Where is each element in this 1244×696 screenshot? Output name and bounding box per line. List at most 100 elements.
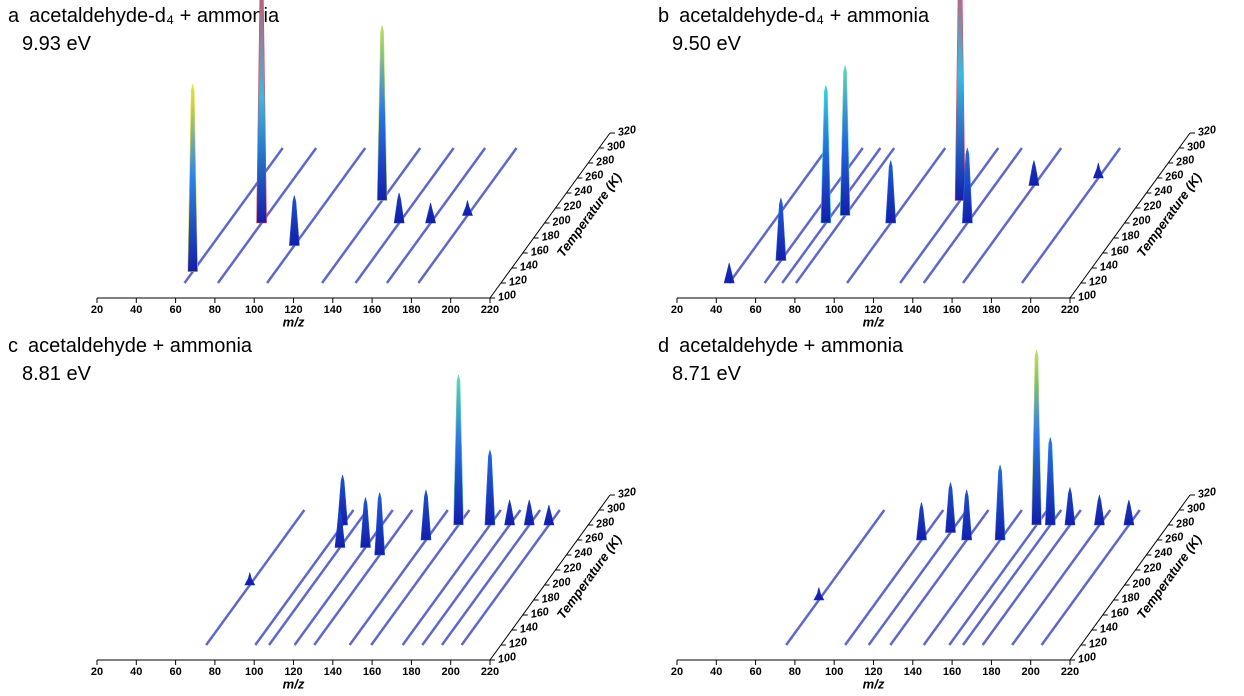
- y-tick-label: 300: [1186, 139, 1207, 154]
- ridge: [183, 147, 284, 284]
- y-tick-label: 320: [617, 486, 638, 501]
- peak: [425, 202, 436, 224]
- x-tick-label: 120: [864, 666, 882, 678]
- y-tick-label: 180: [1121, 591, 1142, 606]
- peak: [961, 489, 972, 541]
- y-tick-label: 260: [583, 531, 605, 546]
- ridge: [922, 509, 1023, 646]
- x-tick-label: 180: [402, 666, 420, 678]
- ridge: [385, 147, 487, 284]
- x-tick-label: 40: [130, 304, 142, 316]
- y-tick-label: 260: [1163, 531, 1185, 546]
- x-tick-label: 140: [904, 304, 922, 316]
- peak: [374, 492, 386, 556]
- x-tick-label: 220: [481, 304, 499, 316]
- x-tick-label: 220: [481, 666, 499, 678]
- x-tick-label: 40: [130, 666, 142, 678]
- panel-letter: b: [658, 5, 669, 27]
- ridge: [846, 147, 947, 284]
- x-tick-label: 160: [943, 666, 961, 678]
- x-tick-label: 120: [284, 666, 302, 678]
- peak: [187, 84, 199, 273]
- y-tick-label: 220: [561, 561, 583, 576]
- peak: [376, 25, 388, 201]
- x-tick-label: 60: [169, 304, 181, 316]
- panel-title: c acetaldehyde + ammonia: [8, 335, 253, 357]
- ridge: [889, 509, 990, 646]
- y-tick-label: 180: [1121, 229, 1142, 244]
- peak: [994, 464, 1006, 541]
- y-tick-label: 300: [1186, 501, 1207, 516]
- ridge: [781, 147, 882, 284]
- x-axis-label: m/z: [863, 676, 885, 691]
- peak: [723, 262, 735, 284]
- x-tick-label: 80: [209, 304, 221, 316]
- ridge: [205, 509, 306, 646]
- y-tick-label: 120: [508, 274, 529, 289]
- x-tick-label: 60: [169, 666, 181, 678]
- y-tick-label: 200: [551, 576, 573, 591]
- peak: [523, 499, 535, 526]
- ridge: [321, 147, 422, 284]
- title: acetaldehyde-d₄ + ammonia: [29, 5, 280, 27]
- peak: [813, 587, 825, 601]
- ridge: [266, 147, 367, 284]
- y-tick-label: 100: [1077, 289, 1098, 304]
- peak: [1094, 494, 1105, 526]
- y-axis: [489, 132, 611, 299]
- peak: [289, 195, 300, 246]
- y-tick-label: 180: [541, 591, 562, 606]
- x-tick-label: 200: [1022, 304, 1040, 316]
- ridge: [961, 147, 1063, 284]
- peak: [775, 197, 787, 261]
- y-tick-label: 300: [606, 501, 627, 516]
- subtitle: 8.81 eV: [22, 363, 92, 385]
- y-tick-label: 160: [1110, 244, 1131, 259]
- peak: [462, 200, 473, 216]
- panel-title: b acetaldehyde-d₄ + ammonia: [658, 5, 930, 27]
- peak: [1064, 487, 1076, 526]
- ridge: [268, 509, 369, 646]
- peak: [820, 85, 832, 224]
- ridge: [370, 509, 471, 646]
- y-tick-label: 300: [606, 139, 627, 154]
- subtitle: 8.71 eV: [672, 363, 742, 385]
- x-tick-label: 200: [442, 304, 460, 316]
- x-tick-label: 20: [91, 304, 103, 316]
- y-tick-label: 100: [497, 651, 518, 666]
- ridge: [348, 509, 449, 646]
- x-tick-label: 80: [209, 666, 221, 678]
- y-tick-label: 280: [1174, 154, 1196, 169]
- ridge: [844, 509, 945, 646]
- title: acetaldehyde + ammonia: [679, 335, 904, 357]
- y-tick-label: 280: [1174, 516, 1196, 531]
- y-tick-label: 120: [508, 636, 529, 651]
- x-tick-label: 180: [402, 304, 420, 316]
- y-tick-label: 140: [1099, 259, 1120, 274]
- x-tick-label: 60: [749, 304, 761, 316]
- peak: [453, 374, 464, 526]
- ridge: [460, 509, 561, 646]
- ridge: [440, 509, 542, 646]
- peak: [420, 489, 432, 541]
- x-tick-label: 180: [982, 304, 1000, 316]
- x-tick-label: 140: [904, 666, 922, 678]
- x-tick-label: 40: [710, 304, 722, 316]
- x-tick-label: 100: [825, 666, 843, 678]
- subtitle: 9.50 eV: [672, 33, 742, 55]
- x-tick-label: 20: [91, 666, 103, 678]
- x-tick-label: 220: [1061, 304, 1079, 316]
- y-tick-label: 100: [1077, 651, 1098, 666]
- y-tick-label: 260: [583, 169, 605, 184]
- y-tick-label: 160: [530, 606, 551, 621]
- x-tick-label: 120: [284, 304, 302, 316]
- ridge: [313, 509, 414, 646]
- ridge: [981, 509, 1082, 646]
- x-tick-label: 120: [864, 304, 882, 316]
- x-tick-label: 200: [1022, 666, 1040, 678]
- peak: [504, 499, 515, 526]
- peak: [360, 497, 371, 548]
- panel-title: d acetaldehyde + ammonia: [658, 335, 904, 357]
- x-tick-label: 40: [710, 666, 722, 678]
